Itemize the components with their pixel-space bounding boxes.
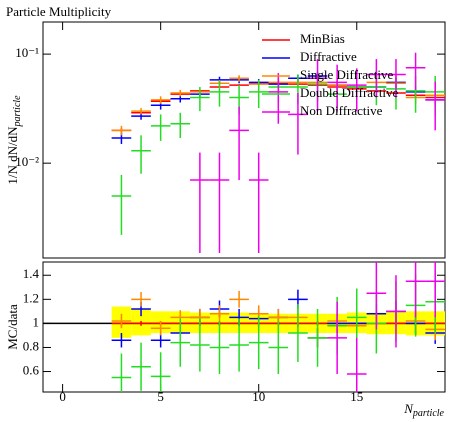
chart-title: Particle Multiplicity — [6, 4, 112, 19]
x-axis-label: Nparticle — [403, 401, 444, 419]
y-tick-label: 0.6 — [23, 363, 40, 378]
y-tick-label: 10⁻² — [15, 154, 39, 169]
y-axis-label-main: 1/N dN/dN — [5, 126, 20, 185]
legend-label: Diffractive — [300, 49, 357, 64]
x-tick-label: 15 — [350, 389, 363, 404]
x-tick-label: 10 — [252, 389, 265, 404]
y-axis-label-sub: particle — [12, 95, 23, 128]
y-tick-label: 1.2 — [23, 290, 39, 305]
legend-label: Non Diffractive — [300, 103, 383, 118]
legend-label: MinBias — [300, 31, 345, 46]
y-tick-label: 1 — [33, 314, 40, 329]
y-tick-label: 1.4 — [23, 266, 40, 281]
ratio-y-label: MC/data — [5, 304, 20, 350]
y-tick-label: 0.8 — [23, 338, 39, 353]
x-tick-label: 0 — [59, 389, 66, 404]
x-axis-label-main: N — [403, 401, 414, 416]
y-axis-label: 1/N dN/dNparticle — [5, 95, 23, 185]
x-axis-label-sub: particle — [412, 408, 445, 419]
x-tick-label: 5 — [157, 389, 164, 404]
legend-label: Double Diffractive — [300, 85, 399, 100]
main-frame — [42, 21, 446, 259]
legend-label: Single Diffractive — [300, 67, 393, 82]
y-tick-label: 10⁻¹ — [15, 45, 39, 60]
